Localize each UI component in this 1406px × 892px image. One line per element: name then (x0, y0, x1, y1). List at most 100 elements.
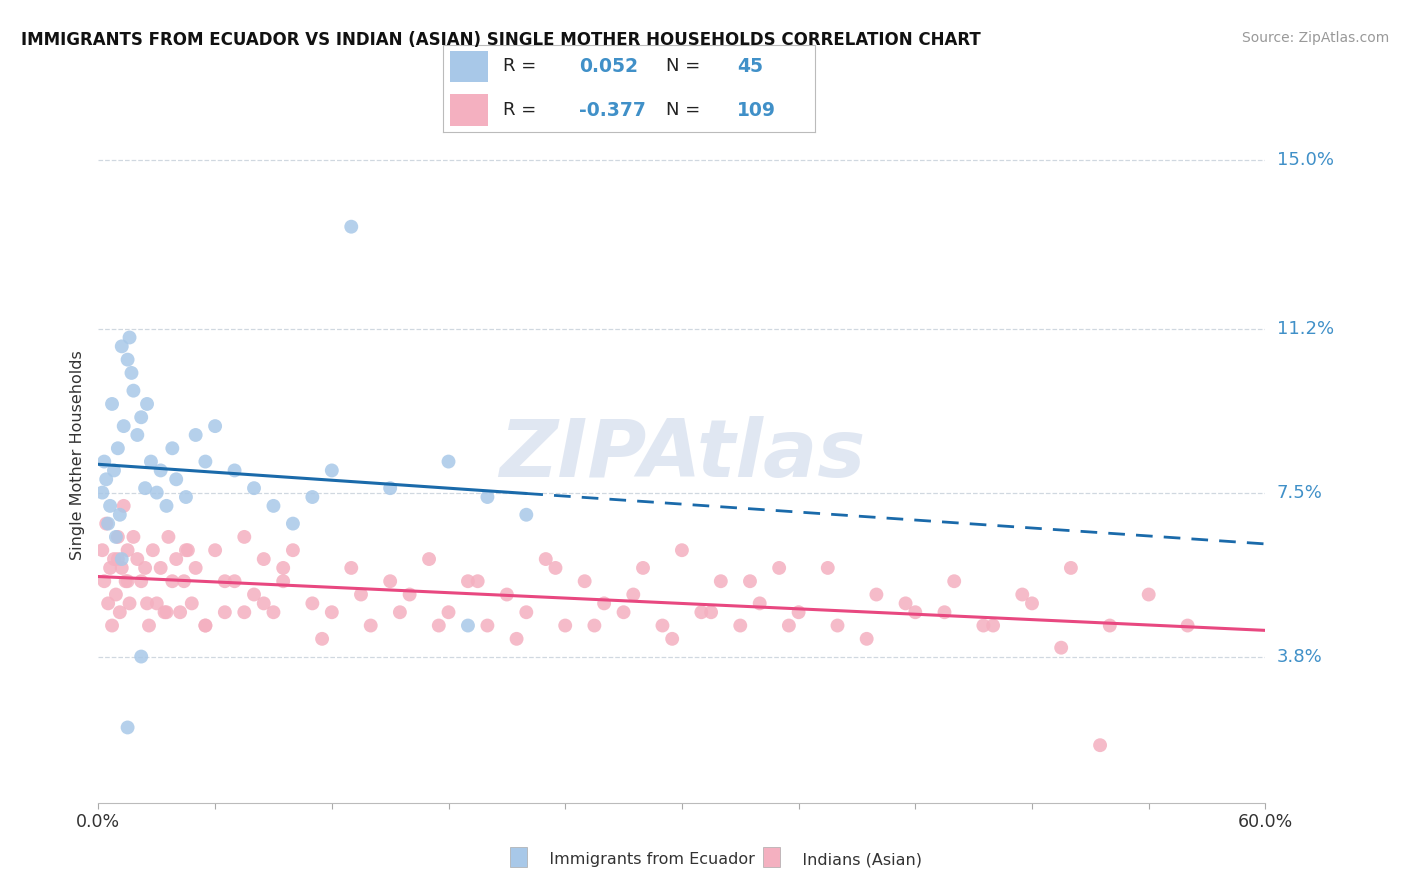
Point (224, 463, 246, 477)
Point (972, 618, 994, 632)
Point (865, 587, 887, 601)
Y-axis label: Single Mother Households: Single Mother Households (70, 350, 86, 560)
Text: 3.8%: 3.8% (1277, 648, 1322, 665)
Point (103, 552, 125, 566)
Point (129, 574, 152, 589)
Point (1137, 587, 1160, 601)
Point (127, 428, 149, 442)
Point (710, 574, 733, 589)
Point (467, 574, 489, 589)
Point (180, 596, 202, 610)
Text: R =: R = (502, 101, 541, 120)
Point (233, 530, 256, 544)
Text: N =: N = (666, 101, 706, 120)
Point (321, 605, 343, 619)
Point (1088, 738, 1111, 752)
Point (101, 618, 124, 632)
Point (91, 543, 114, 558)
Bar (450, 51, 488, 82)
Point (93, 574, 115, 589)
Point (104, 587, 127, 601)
Point (107, 530, 129, 544)
Point (554, 618, 576, 632)
Point (748, 596, 770, 610)
Point (111, 561, 134, 575)
Point (827, 618, 849, 632)
Point (612, 605, 634, 619)
Point (457, 574, 479, 589)
Text: IMMIGRANTS FROM ECUADOR VS INDIAN (ASIAN) SINGLE MOTHER HOUSEHOLDS CORRELATION C: IMMIGRANTS FROM ECUADOR VS INDIAN (ASIAN… (21, 31, 981, 49)
Point (162, 442, 184, 456)
Point (169, 605, 191, 619)
Point (661, 632, 683, 646)
Point (224, 574, 246, 589)
Point (136, 596, 159, 610)
Point (360, 618, 382, 632)
Point (91, 485, 114, 500)
Point (139, 454, 162, 468)
Point (515, 605, 537, 619)
Point (271, 574, 294, 589)
Point (146, 485, 169, 500)
Point (321, 463, 343, 477)
Point (153, 605, 176, 619)
Point (787, 605, 810, 619)
Point (457, 618, 479, 632)
Point (253, 596, 276, 610)
Point (378, 481, 402, 495)
Point (437, 454, 460, 468)
Point (934, 605, 956, 619)
Point (534, 552, 557, 566)
Point (103, 463, 125, 477)
Point (118, 330, 141, 344)
Point (97, 516, 120, 531)
Point (700, 605, 723, 619)
Point (177, 543, 200, 558)
Point (253, 552, 276, 566)
Point (98, 499, 121, 513)
Point (96, 472, 118, 486)
Text: ZIPAtlas: ZIPAtlas (499, 416, 865, 494)
Point (174, 490, 197, 504)
Point (378, 574, 402, 589)
Text: 109: 109 (737, 101, 776, 120)
Point (204, 419, 226, 434)
Point (98, 561, 121, 575)
Point (134, 481, 156, 495)
Point (583, 618, 606, 632)
Point (233, 605, 256, 619)
Point (477, 490, 499, 504)
Point (101, 397, 124, 411)
Point (301, 596, 323, 610)
Point (136, 397, 159, 411)
Point (118, 596, 141, 610)
Point (651, 618, 673, 632)
Point (418, 552, 440, 566)
Point (104, 530, 127, 544)
Point (427, 618, 450, 632)
Point (129, 649, 152, 664)
Point (768, 561, 790, 575)
Point (311, 632, 333, 646)
Point (544, 561, 567, 575)
Point (157, 530, 180, 544)
Point (340, 561, 363, 575)
Text: N =: N = (666, 57, 706, 76)
Point (778, 618, 800, 632)
Point (93, 454, 115, 468)
Point (214, 605, 236, 619)
Point (114, 574, 136, 589)
Point (184, 428, 207, 442)
Point (593, 596, 616, 610)
Text: 0.052: 0.052 (579, 57, 638, 76)
Point (121, 366, 143, 380)
Point (437, 605, 460, 619)
Point (671, 543, 693, 558)
Point (515, 508, 537, 522)
Point (117, 352, 139, 367)
Point (301, 490, 323, 504)
Point (107, 552, 129, 566)
Point (155, 499, 177, 513)
Point (621, 587, 644, 601)
Point (165, 472, 187, 486)
